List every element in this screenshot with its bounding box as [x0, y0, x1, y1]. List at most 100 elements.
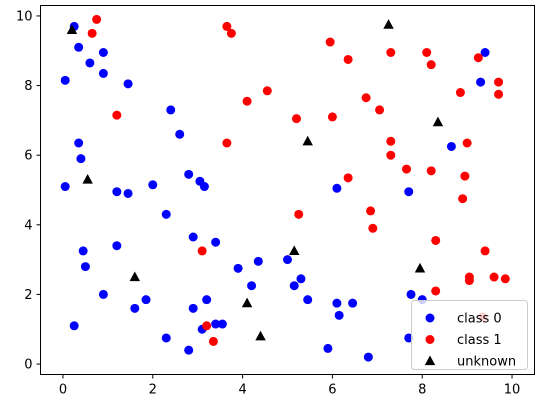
data-point: [262, 86, 272, 96]
data-point: [455, 88, 465, 98]
data-point: [494, 89, 504, 99]
data-point: [327, 112, 337, 122]
data-point: [446, 141, 456, 151]
series-1: [87, 14, 510, 346]
data-point: [366, 206, 376, 216]
data-point: [98, 68, 108, 78]
data-point: [289, 281, 299, 291]
data-point: [462, 138, 472, 148]
data-point: [74, 42, 84, 52]
data-point: [226, 28, 236, 38]
data-point: [368, 223, 378, 233]
data-point: [161, 333, 171, 343]
data-point: [480, 246, 490, 256]
data-point: [241, 297, 253, 308]
data-point: [202, 295, 212, 305]
y-tick-label: 10: [16, 9, 33, 24]
data-point: [296, 274, 306, 284]
data-point: [343, 173, 353, 183]
data-point: [112, 241, 122, 251]
data-point: [460, 171, 470, 181]
y-tick-label: 6: [24, 149, 32, 164]
data-point: [129, 271, 141, 282]
data-point: [375, 105, 385, 115]
data-point: [92, 14, 102, 24]
data-point: [166, 105, 176, 115]
data-point: [480, 47, 490, 57]
data-point: [112, 110, 122, 120]
data-point: [386, 150, 396, 160]
legend-marker: [424, 355, 436, 366]
data-point: [302, 135, 313, 146]
data-point: [343, 54, 353, 64]
data-point: [123, 79, 133, 89]
data-point: [426, 60, 436, 70]
data-point: [289, 245, 300, 256]
data-point: [148, 180, 158, 190]
data-point: [80, 262, 90, 272]
data-point: [431, 235, 441, 245]
data-point: [500, 274, 510, 284]
x-tick-label: 8: [418, 383, 426, 398]
y-tick-label: 8: [24, 79, 32, 94]
y-tick-label: 4: [24, 218, 32, 233]
plot-marks: [60, 14, 510, 362]
data-point: [130, 303, 140, 313]
data-point: [303, 295, 313, 305]
data-point: [494, 77, 504, 87]
data-point: [348, 298, 358, 308]
data-point: [217, 319, 227, 329]
data-point: [283, 255, 292, 265]
data-point: [85, 58, 95, 68]
data-point: [87, 28, 97, 38]
data-point: [386, 136, 396, 146]
data-point: [464, 276, 474, 286]
data-point: [76, 154, 86, 164]
legend-label: unknown: [457, 355, 516, 370]
data-point: [82, 174, 93, 184]
data-point: [402, 164, 412, 174]
data-point: [247, 281, 257, 291]
data-point: [414, 262, 426, 273]
data-point: [325, 37, 335, 47]
data-point: [112, 187, 122, 197]
legend-label: class 1: [457, 333, 502, 348]
x-tick-label: 4: [238, 383, 246, 398]
data-point: [208, 336, 218, 346]
data-point: [489, 272, 499, 282]
y-tick-label: 0: [24, 358, 32, 373]
data-point: [222, 138, 232, 148]
data-point: [291, 114, 301, 124]
x-tick-label: 2: [149, 383, 157, 398]
data-point: [141, 295, 151, 305]
data-point: [426, 166, 436, 176]
data-point: [69, 321, 79, 331]
data-point: [123, 188, 133, 198]
legend-marker: [425, 335, 435, 344]
data-point: [363, 352, 373, 362]
data-point: [476, 77, 486, 87]
data-point: [242, 96, 252, 106]
data-point: [432, 116, 444, 127]
data-point: [361, 93, 371, 103]
data-point: [255, 330, 266, 341]
data-point: [78, 246, 88, 256]
y-axis: 0 2 4 6 8 10: [16, 9, 41, 373]
plot-area-frame: [40, 5, 535, 375]
data-point: [406, 289, 416, 299]
data-point: [211, 319, 221, 329]
data-point: [98, 289, 108, 299]
data-point: [334, 310, 344, 320]
data-point: [197, 246, 207, 256]
x-tick-label: 10: [504, 383, 521, 398]
data-point: [323, 343, 333, 353]
data-point: [188, 232, 198, 242]
legend-marker: [425, 313, 435, 323]
x-tick-label: 6: [328, 383, 336, 398]
data-point: [233, 263, 243, 273]
data-point: [253, 256, 263, 266]
data-point: [74, 138, 84, 148]
data-point: [431, 286, 441, 296]
data-point: [175, 129, 185, 139]
x-tick-label: 0: [59, 383, 67, 398]
